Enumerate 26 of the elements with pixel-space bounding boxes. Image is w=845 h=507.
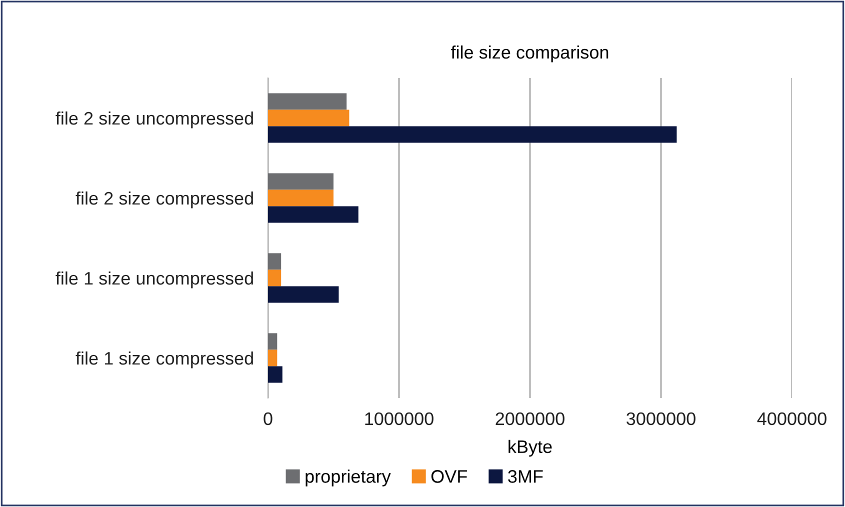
bar xyxy=(268,333,278,350)
y-tick-label: file 1 size compressed xyxy=(76,351,253,368)
bar xyxy=(268,270,282,286)
bar xyxy=(268,206,358,223)
bar xyxy=(268,110,350,126)
bar xyxy=(268,366,282,383)
y-tick-label: file 2 size compressed xyxy=(76,191,253,208)
x-tick-label: 1000000 xyxy=(365,412,434,426)
bar xyxy=(268,126,677,143)
bar xyxy=(268,286,339,303)
bar xyxy=(268,173,334,190)
y-tick-label: file 1 size uncompressed xyxy=(56,271,253,288)
bar xyxy=(268,190,334,206)
x-axis-title: kByte xyxy=(508,440,552,457)
bar xyxy=(268,93,347,110)
legend-label: proprietary xyxy=(306,470,391,486)
bar xyxy=(268,253,282,270)
legend-label: OVF xyxy=(431,470,467,483)
x-tick-label: 2000000 xyxy=(496,412,564,426)
x-tick-label: 4000000 xyxy=(757,412,826,426)
x-tick-label: 3000000 xyxy=(626,412,696,426)
x-tick-label: 0 xyxy=(264,412,272,426)
legend-label: 3MF xyxy=(508,470,543,483)
bar xyxy=(268,350,278,366)
chart-title: file size comparison xyxy=(450,45,608,62)
y-tick-label: file 2 size uncompressed xyxy=(56,111,253,128)
